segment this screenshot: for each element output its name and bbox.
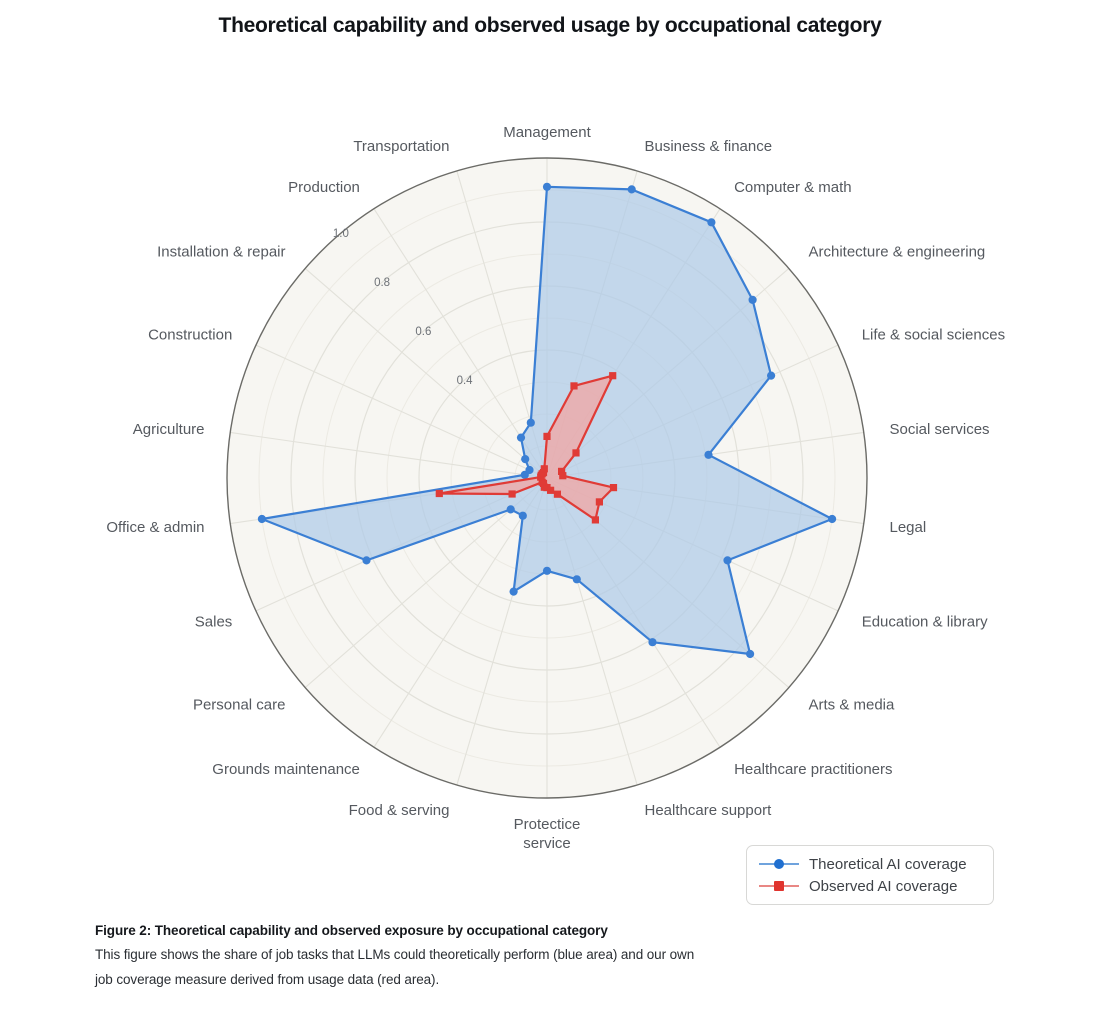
axis-label-installation-repair: Installation & repair (157, 243, 285, 260)
axis-label-agriculture: Agriculture (133, 421, 205, 438)
radial-tick-0.6: 0.6 (415, 326, 431, 338)
axis-label-personal-care: Personal care (193, 697, 286, 714)
radar-chart-svg: 0.4 0.6 0.8 1.0 Management Business & financ… (106, 124, 1005, 852)
axis-label-healthcare-practitioners: Healthcare practitioners (734, 761, 892, 778)
axis-label-legal: Legal (890, 519, 927, 536)
radar-chart: 0.4 0.6 0.8 1.0 Management Business & financ… (0, 52, 1100, 852)
radial-tick-0.4: 0.4 (457, 375, 474, 387)
legend-label-theoretical: Theoretical AI coverage (809, 855, 967, 873)
axis-label-education-library: Education & library (862, 614, 988, 631)
axis-label-grounds-maintenance: Grounds maintenance (212, 761, 360, 778)
series-layer (257, 182, 837, 659)
axis-label-computer-math: Computer & math (734, 179, 852, 196)
axis-label-protectice-service: Protectice service (514, 816, 581, 852)
axis-label-sales: Sales (195, 614, 233, 631)
axis-label-transportation: Transportation (353, 138, 449, 155)
figure-title: Theoretical capability and observed usag… (218, 14, 882, 37)
radial-tick-labels: 0.4 0.6 0.8 1.0 (333, 228, 473, 387)
legend-label-observed: Observed AI coverage (809, 877, 958, 895)
legend-item-observed: Observed AI coverage (759, 875, 981, 897)
legend-item-theoretical: Theoretical AI coverage (759, 853, 981, 875)
caption-body: This figure shows the share of job tasks… (95, 947, 695, 987)
radial-tick-1.0: 1.0 (333, 228, 349, 240)
axis-label-food-serving: Food & serving (349, 802, 450, 819)
axis-label-management: Management (503, 124, 591, 141)
axis-label-office-admin: Office & admin (106, 519, 204, 536)
axis-label-healthcare-support: Healthcare support (645, 802, 773, 819)
chart-legend: Theoretical AI coverage Observed AI cove… (746, 845, 994, 905)
legend-swatch-circle-icon (759, 857, 799, 871)
axis-label-life-social-sciences: Life & social sciences (862, 326, 1005, 343)
legend-swatch-square-icon (759, 879, 799, 893)
caption-title: Figure 2: Theoretical capability and obs… (95, 923, 608, 938)
axis-label-business-finance: Business & finance (645, 138, 773, 155)
axis-label-social-services: Social services (890, 421, 990, 438)
radial-tick-0.8: 0.8 (374, 277, 390, 289)
figure-caption: Figure 2: Theoretical capability and obs… (95, 920, 715, 992)
axis-label-construction: Construction (148, 326, 232, 343)
axis-label-arts-media: Arts & media (809, 697, 896, 714)
axis-label-production: Production (288, 179, 360, 196)
outer-boundary-ring (226, 157, 868, 799)
category-axis-labels: Management Business & finance Computer & m… (106, 124, 1005, 852)
axis-label-architecture-engineering: Architecture & engineering (809, 243, 986, 260)
